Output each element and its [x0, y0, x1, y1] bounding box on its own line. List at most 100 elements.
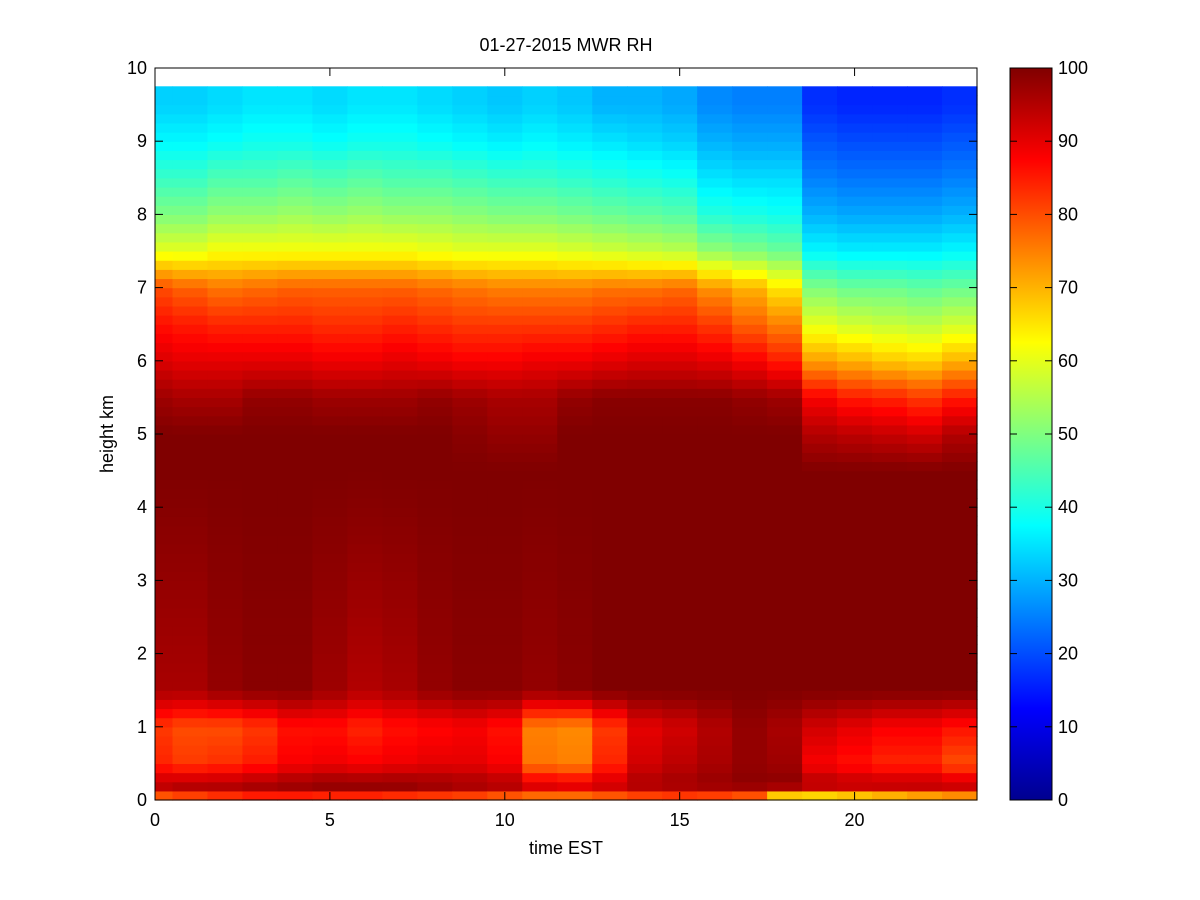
heatmap-cell: [452, 717, 488, 728]
heatmap-cell: [522, 159, 558, 170]
heatmap-cell: [942, 388, 978, 398]
heatmap-cell: [697, 434, 733, 444]
heatmap-cell: [382, 690, 418, 700]
heatmap-cell: [277, 186, 314, 197]
heatmap-cell: [522, 278, 558, 289]
colorbar-tick-label: 90: [1058, 131, 1078, 151]
heatmap-cell: [802, 662, 838, 673]
heatmap-cell: [872, 635, 908, 646]
heatmap-cell: [347, 662, 383, 673]
heatmap-cell: [487, 598, 523, 609]
heatmap-cell: [942, 443, 978, 453]
heatmap-cell: [277, 708, 314, 719]
heatmap-cell: [522, 104, 558, 115]
heatmap-cell: [417, 333, 453, 344]
heatmap-cell: [837, 461, 873, 472]
heatmap-cell: [802, 351, 838, 362]
heatmap-cell: [312, 671, 348, 682]
heatmap-cell: [172, 562, 209, 572]
heatmap-cell: [662, 132, 698, 142]
heatmap-cell: [942, 671, 978, 682]
heatmap-cell: [557, 525, 593, 536]
heatmap-cell: [942, 141, 978, 151]
heatmap-cell: [172, 781, 209, 792]
heatmap-cell: [802, 607, 838, 618]
heatmap-cell: [767, 388, 803, 398]
heatmap-cell: [207, 86, 244, 97]
heatmap-cell: [172, 726, 209, 737]
heatmap-cell: [382, 516, 418, 527]
heatmap-cell: [417, 452, 453, 463]
heatmap-cell: [417, 479, 453, 490]
heatmap-cell: [207, 681, 244, 691]
heatmap-cell: [382, 122, 418, 133]
heatmap-cell: [452, 415, 488, 426]
heatmap-cell: [697, 251, 733, 261]
heatmap-cell: [592, 351, 628, 362]
heatmap-cell: [242, 287, 279, 298]
heatmap-cell: [522, 717, 558, 728]
heatmap-cell: [312, 525, 348, 536]
heatmap-cell: [487, 113, 523, 124]
heatmap-cell: [347, 534, 383, 545]
heatmap-cell: [242, 754, 279, 764]
heatmap-cell: [592, 122, 628, 133]
heatmap-cell: [522, 644, 558, 655]
heatmap-cell: [522, 342, 558, 353]
heatmap-cell: [907, 781, 943, 792]
heatmap-cell: [802, 141, 838, 151]
heatmap-cell: [627, 763, 663, 774]
heatmap-cell: [557, 296, 593, 307]
heatmap-cell: [172, 516, 209, 527]
heatmap-cell: [487, 406, 523, 417]
heatmap-cell: [942, 132, 978, 142]
heatmap-cell: [382, 552, 418, 563]
heatmap-cell: [172, 589, 209, 600]
heatmap-cell: [487, 132, 523, 142]
heatmap-cell: [172, 150, 209, 161]
heatmap-cell: [277, 241, 314, 252]
heatmap-cell: [837, 122, 873, 133]
heatmap-cell: [942, 534, 978, 545]
heatmap-cell: [837, 635, 873, 646]
y-tick-label: 0: [137, 790, 147, 810]
heatmap-cell: [872, 232, 908, 243]
heatmap-cell: [277, 662, 314, 673]
heatmap-cell: [907, 95, 943, 106]
heatmap-cell: [242, 260, 279, 270]
heatmap-cell: [347, 406, 383, 417]
heatmap-cell: [627, 424, 663, 435]
heatmap-cell: [837, 186, 873, 197]
heatmap-cell: [557, 617, 593, 627]
heatmap-cell: [347, 305, 383, 316]
heatmap-cell: [452, 424, 488, 435]
heatmap-cell: [627, 690, 663, 700]
heatmap-cell: [802, 315, 838, 325]
heatmap-cell: [155, 379, 174, 389]
heatmap-cell: [487, 443, 523, 453]
heatmap-cell: [172, 351, 209, 362]
heatmap-cell: [382, 315, 418, 325]
heatmap-cell: [207, 278, 244, 289]
heatmap-cell: [732, 735, 768, 746]
heatmap-cell: [417, 443, 453, 453]
heatmap-cell: [592, 653, 628, 664]
heatmap-cell: [155, 241, 174, 252]
heatmap-cell: [172, 168, 209, 179]
heatmap-cell: [557, 543, 593, 554]
heatmap-cell: [872, 525, 908, 536]
heatmap-cell: [837, 232, 873, 243]
heatmap-cell: [207, 113, 244, 124]
heatmap-cell: [312, 580, 348, 591]
heatmap-cell: [907, 159, 943, 170]
heatmap-cell: [557, 424, 593, 435]
heatmap-cell: [697, 214, 733, 225]
heatmap-cell: [417, 86, 453, 97]
heatmap-cell: [207, 351, 244, 362]
heatmap-cell: [627, 168, 663, 179]
heatmap-cell: [592, 159, 628, 170]
heatmap-cell: [592, 534, 628, 545]
heatmap-cell: [382, 104, 418, 115]
heatmap-cell: [155, 745, 174, 755]
heatmap-cell: [207, 626, 244, 636]
